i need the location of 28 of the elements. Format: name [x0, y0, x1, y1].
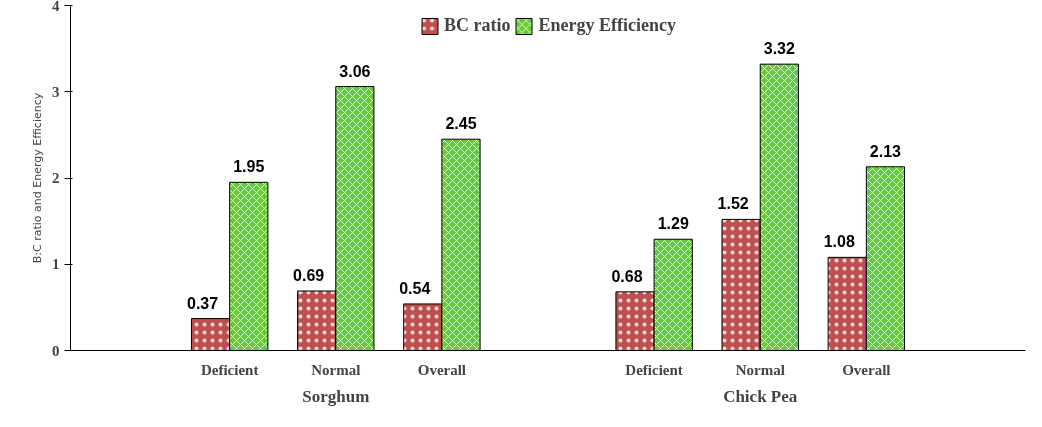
x-tick-label: Normal: [311, 361, 361, 378]
x-tick-label: Normal: [735, 361, 785, 378]
data-label: 0.69: [293, 266, 325, 284]
data-label: 3.06: [339, 62, 371, 80]
data-label: 2.13: [869, 142, 902, 160]
data-label: 1.95: [233, 158, 265, 176]
text: Sorghum: [302, 386, 370, 406]
data-label: 0.37: [187, 294, 219, 312]
y-tick-label: 4: [52, 0, 60, 14]
y-tick-label: 2: [52, 170, 60, 186]
text: Chick Pea: [723, 386, 798, 406]
y-axis-title: B:C ratio and Energy Efficiency: [31, 92, 44, 264]
x-tick-label: Overall: [842, 361, 891, 378]
data-label: 2.45: [445, 115, 477, 133]
data-label: 0.68: [611, 267, 643, 285]
y-tick-label: 1: [52, 256, 60, 273]
y-tick-label: 3: [52, 83, 60, 100]
data-label: 1.52: [717, 195, 749, 213]
legend-label: Energy Efficiency: [538, 15, 676, 36]
x-tick-label: Deficient: [200, 361, 259, 378]
data-label: 0.54: [399, 279, 431, 297]
legend-label: BC ratio: [444, 15, 511, 36]
y-tick-label: 0: [52, 342, 60, 359]
data-label: 1.29: [657, 215, 689, 233]
data-label: 3.32: [763, 40, 795, 58]
x-tick-label: Deficient: [625, 361, 683, 378]
data-label: 1.08: [823, 233, 855, 251]
x-tick-label: Overall: [417, 361, 467, 378]
